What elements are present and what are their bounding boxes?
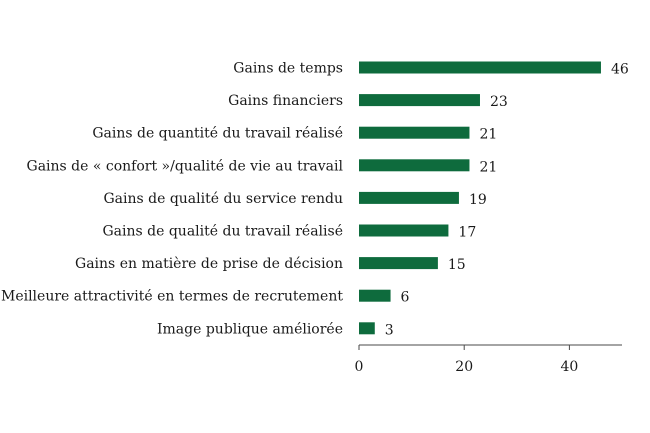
category-label-0: Gains de temps (233, 61, 343, 77)
category-label-5: Gains de qualité du travail réalisé (102, 224, 343, 240)
x-axis-ticks: 0 20 40 (355, 345, 578, 375)
bar-1 (359, 94, 480, 107)
x-tick-label-0: 0 (355, 359, 364, 375)
bar-2 (359, 126, 470, 139)
value-label-8: 3 (385, 322, 394, 338)
category-label-2: Gains de quantité du travail réalisé (92, 126, 343, 142)
value-label-3: 21 (479, 159, 497, 175)
category-label-6: Gains en matière de prise de décision (75, 256, 343, 272)
bar-6 (359, 257, 438, 270)
value-label-7: 6 (401, 290, 410, 306)
value-label-4: 19 (469, 192, 487, 208)
category-label-4: Gains de qualité du service rendu (103, 191, 343, 207)
category-label-8: Image publique améliorée (157, 321, 343, 337)
bar-7 (359, 289, 391, 302)
value-label-1: 23 (490, 94, 508, 110)
value-labels: 46 23 21 21 19 17 15 63 (385, 62, 629, 339)
category-labels: Gains de temps Gains financiers Gains de q… (1, 61, 344, 338)
bar-0 (359, 61, 601, 74)
bar-4 (359, 191, 459, 204)
bar-5 (359, 224, 449, 237)
bar-8 (359, 322, 375, 335)
value-label-6: 15 (448, 257, 466, 273)
x-tick-label-1: 20 (455, 359, 473, 375)
value-label-5: 17 (458, 225, 476, 241)
bar-3 (359, 159, 470, 172)
category-label-7: Meilleure attractivité en termes de recr… (1, 289, 343, 305)
category-label-3: Gains de « confort »/qualité de vie au t… (27, 158, 344, 174)
category-label-1: Gains financiers (228, 93, 343, 109)
bars-group (359, 61, 601, 335)
value-label-2: 21 (479, 127, 497, 143)
x-tick-label-2: 40 (560, 359, 578, 375)
value-label-0: 46 (611, 62, 629, 78)
